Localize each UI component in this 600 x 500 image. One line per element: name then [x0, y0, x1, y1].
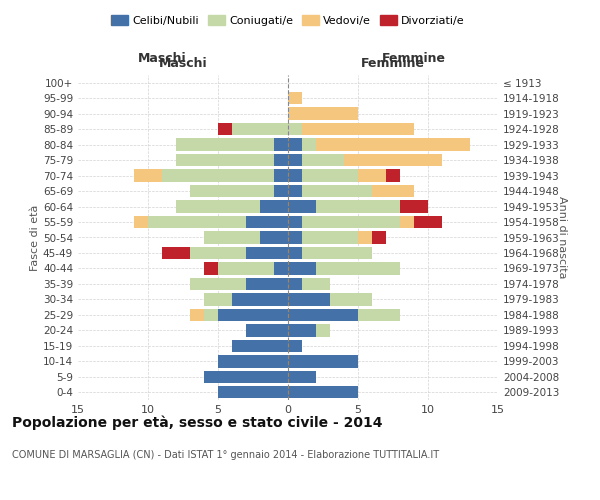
Bar: [190, 185, 274, 198]
Bar: [302, 123, 414, 136]
Bar: [260, 232, 288, 243]
Bar: [288, 138, 302, 151]
Bar: [274, 154, 288, 166]
Bar: [302, 170, 358, 182]
Bar: [358, 170, 386, 182]
Bar: [288, 232, 302, 243]
Bar: [218, 262, 274, 274]
Bar: [232, 123, 288, 136]
Bar: [162, 247, 190, 259]
Bar: [288, 340, 302, 352]
Bar: [246, 247, 288, 259]
Bar: [190, 278, 246, 290]
Bar: [274, 170, 288, 182]
Bar: [176, 138, 274, 151]
Bar: [288, 278, 302, 290]
Y-axis label: Fasce di età: Fasce di età: [30, 204, 40, 270]
Bar: [288, 92, 302, 104]
Bar: [372, 232, 386, 243]
Bar: [190, 308, 204, 321]
Bar: [302, 247, 372, 259]
Bar: [400, 200, 428, 212]
Bar: [218, 355, 288, 368]
Bar: [288, 123, 302, 136]
Bar: [288, 154, 302, 166]
Bar: [274, 138, 288, 151]
Bar: [288, 355, 358, 368]
Bar: [288, 170, 302, 182]
Bar: [232, 293, 288, 306]
Bar: [372, 185, 414, 198]
Bar: [288, 324, 316, 336]
Bar: [302, 138, 316, 151]
Bar: [302, 185, 372, 198]
Bar: [414, 216, 442, 228]
Y-axis label: Anni di nascita: Anni di nascita: [557, 196, 566, 279]
Bar: [316, 200, 400, 212]
Bar: [274, 185, 288, 198]
Bar: [344, 154, 442, 166]
Bar: [246, 216, 288, 228]
Bar: [316, 138, 470, 151]
Bar: [204, 232, 260, 243]
Bar: [162, 170, 274, 182]
Text: Maschi: Maschi: [137, 52, 187, 65]
Bar: [246, 324, 288, 336]
Text: COMUNE DI MARSAGLIA (CN) - Dati ISTAT 1° gennaio 2014 - Elaborazione TUTTITALIA.: COMUNE DI MARSAGLIA (CN) - Dati ISTAT 1°…: [12, 450, 439, 460]
Bar: [302, 232, 358, 243]
Bar: [288, 108, 358, 120]
Bar: [302, 216, 400, 228]
Bar: [218, 308, 288, 321]
Bar: [288, 386, 358, 398]
Legend: Celibi/Nubili, Coniugati/e, Vedovi/e, Divorziati/e: Celibi/Nubili, Coniugati/e, Vedovi/e, Di…: [107, 10, 469, 30]
Bar: [302, 154, 344, 166]
Bar: [260, 200, 288, 212]
Bar: [330, 293, 372, 306]
Bar: [176, 200, 260, 212]
Bar: [288, 293, 330, 306]
Bar: [288, 262, 316, 274]
Bar: [288, 200, 316, 212]
Bar: [190, 247, 246, 259]
Bar: [204, 308, 218, 321]
Bar: [316, 262, 400, 274]
Bar: [218, 123, 232, 136]
Bar: [358, 308, 400, 321]
Bar: [204, 370, 288, 383]
Bar: [288, 216, 302, 228]
Bar: [134, 170, 162, 182]
Bar: [288, 308, 358, 321]
Bar: [274, 262, 288, 274]
Bar: [204, 293, 232, 306]
Bar: [218, 386, 288, 398]
Bar: [400, 216, 414, 228]
Bar: [288, 370, 316, 383]
Bar: [246, 278, 288, 290]
Bar: [288, 185, 302, 198]
Text: Maschi: Maschi: [158, 58, 208, 70]
Bar: [358, 232, 372, 243]
Bar: [134, 216, 148, 228]
Bar: [302, 278, 330, 290]
Bar: [288, 247, 302, 259]
Bar: [148, 216, 246, 228]
Text: Femmine: Femmine: [382, 52, 446, 65]
Bar: [316, 324, 330, 336]
Bar: [386, 170, 400, 182]
Text: Popolazione per età, sesso e stato civile - 2014: Popolazione per età, sesso e stato civil…: [12, 415, 383, 430]
Bar: [232, 340, 288, 352]
Bar: [204, 262, 218, 274]
Bar: [176, 154, 274, 166]
Text: Femmine: Femmine: [361, 58, 425, 70]
